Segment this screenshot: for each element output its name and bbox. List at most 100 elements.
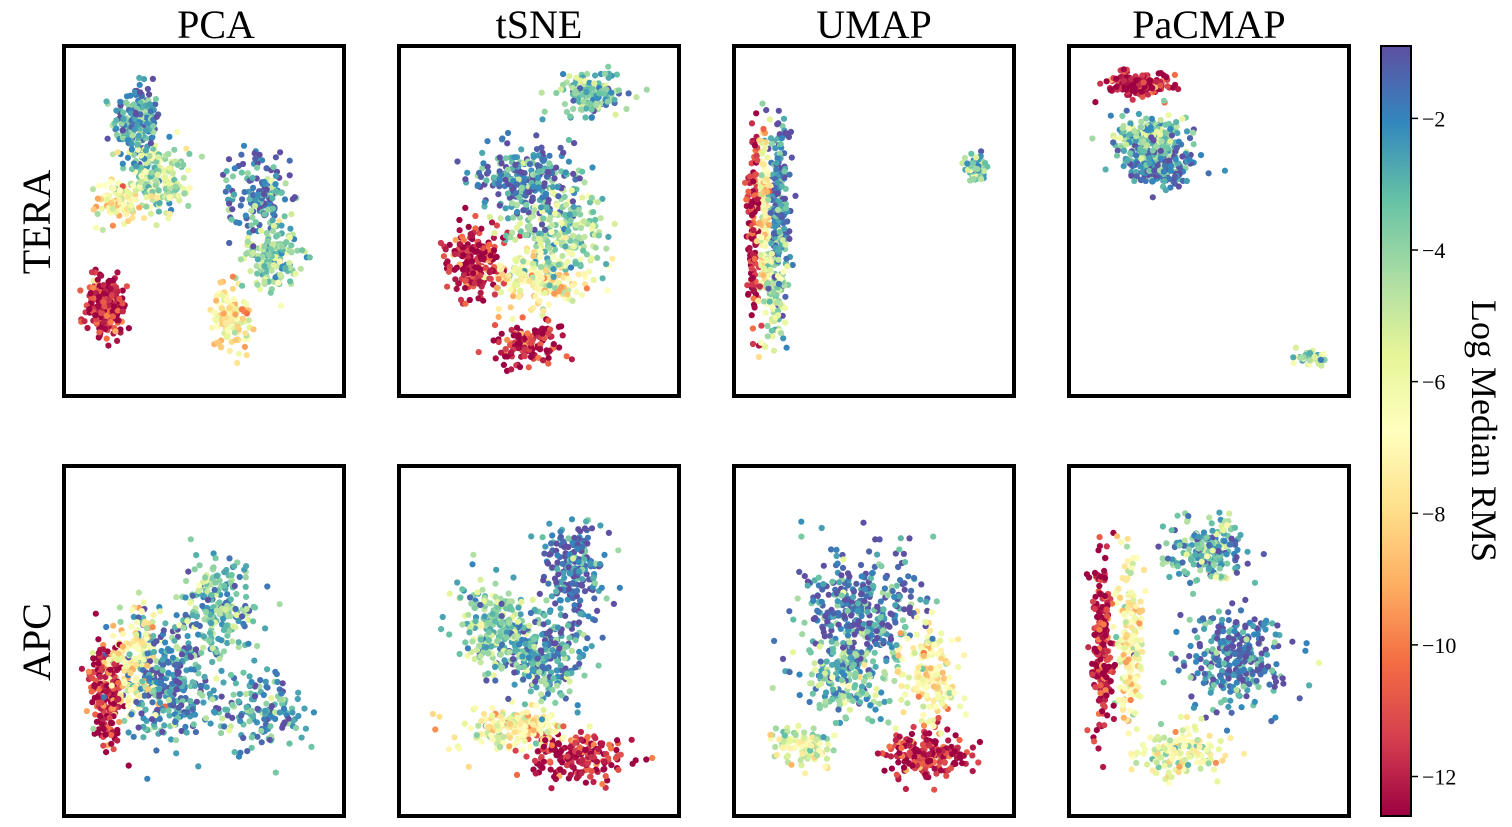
scatter-point [174, 161, 181, 168]
scatter-point [209, 696, 216, 703]
scatter-point [81, 318, 88, 325]
scatter-point [1139, 93, 1146, 100]
scatter-point [527, 214, 534, 221]
scatter-point [1147, 124, 1154, 131]
scatter-point [557, 86, 565, 93]
scatter-point [535, 184, 542, 191]
scatter-point [202, 574, 209, 581]
scatter-point [749, 274, 756, 281]
scatter-point [119, 308, 126, 315]
scatter-point [117, 98, 124, 105]
scatter-point [789, 261, 796, 269]
scatter-point [162, 639, 169, 646]
scatter-point [1110, 139, 1117, 146]
scatter-point [226, 555, 233, 562]
scatter-point [535, 179, 542, 186]
scatter-point [1161, 177, 1168, 185]
scatter-point [538, 89, 545, 96]
scatter-point [246, 718, 253, 725]
scatter-point [133, 163, 140, 170]
scatter-point [768, 140, 775, 147]
scatter-point [278, 222, 285, 229]
scatter-point [149, 134, 156, 141]
scatter-point [615, 87, 622, 94]
scatter-point [272, 172, 280, 179]
scatter-point [286, 740, 293, 747]
scatter-point [239, 282, 246, 289]
scatter-point [457, 241, 464, 248]
scatter-point [460, 251, 467, 259]
scatter-point [1103, 78, 1110, 85]
scatter-point [772, 145, 779, 152]
scatter-point [754, 157, 761, 164]
scatter-point [583, 89, 590, 96]
scatter-point [233, 219, 240, 226]
scatter-point [1146, 77, 1153, 84]
scatter-point [604, 287, 611, 294]
scatter-point [756, 219, 763, 227]
scatter-point [274, 678, 281, 686]
scatter-point [1317, 356, 1324, 363]
scatter-point [757, 184, 764, 191]
scatter-point [787, 128, 795, 135]
scatter-point [508, 229, 516, 236]
scatter-point [775, 107, 782, 114]
scatter-point [150, 611, 157, 619]
scatter-point [131, 126, 138, 133]
scatter-point [226, 727, 233, 734]
scatter-point [523, 248, 530, 255]
scatter-point [218, 667, 225, 675]
scatter-point [514, 208, 521, 215]
scatter-point [119, 160, 126, 167]
scatter-point [140, 734, 147, 741]
scatter-point [1120, 77, 1127, 84]
scatter-point [128, 202, 135, 209]
scatter-point [752, 171, 760, 178]
scatter-point [173, 686, 180, 693]
scatter-point [570, 105, 577, 112]
scatter-point [286, 260, 293, 267]
scatter-point [235, 617, 242, 625]
scatter-point [561, 193, 568, 200]
scatter-point [486, 241, 493, 248]
scatter-point [1124, 157, 1131, 164]
scatter-point [216, 599, 223, 606]
scatter-point [212, 555, 219, 562]
scatter-point [288, 242, 295, 249]
scatter-point [553, 667, 560, 674]
scatter-point [462, 176, 469, 183]
scatter-point [596, 90, 603, 97]
scatter-point [775, 280, 783, 287]
scatter-point [97, 713, 104, 720]
scatter-point [589, 164, 596, 171]
scatter-point [1141, 84, 1148, 91]
scatter-point [272, 769, 279, 776]
scatter-point [142, 147, 149, 154]
scatter-point [119, 300, 126, 307]
scatter-point [1197, 152, 1205, 159]
scatter-point [527, 353, 535, 360]
scatter-point [782, 241, 789, 248]
scatter-point [266, 736, 273, 743]
scatter-point [964, 160, 971, 167]
scatter-point [171, 637, 178, 644]
scatter-point [152, 101, 159, 108]
scatter-point [272, 154, 279, 161]
scatter-point [478, 225, 485, 232]
scatter-point [184, 709, 191, 716]
scatter-point [211, 309, 218, 316]
scatter-point [88, 688, 95, 695]
scatter-point [504, 166, 511, 173]
scatter-point [493, 222, 500, 229]
scatter-point [1139, 169, 1146, 176]
scatter-point [106, 714, 113, 722]
scatter-point [299, 247, 306, 254]
scatter-point [1113, 75, 1120, 82]
scatter-point [93, 718, 100, 725]
scatter-point [472, 212, 479, 220]
scatter-point [229, 173, 236, 180]
scatter-point [144, 650, 151, 657]
scatter-point [539, 194, 546, 201]
scatter-point [195, 763, 202, 770]
scatter-point [478, 738, 485, 745]
